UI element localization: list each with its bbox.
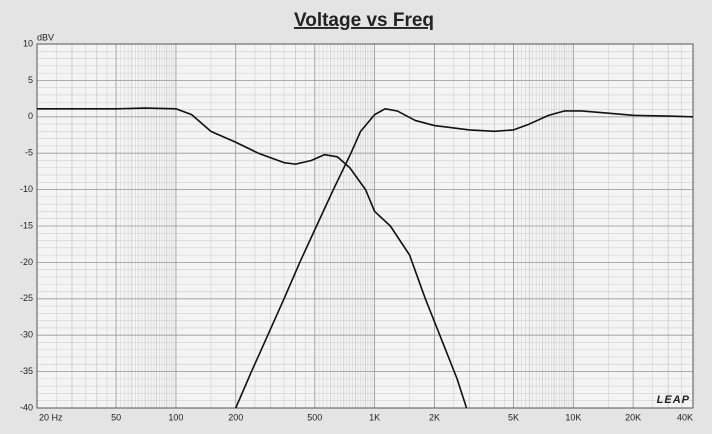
y-tick-label: -30: [20, 330, 33, 340]
y-tick-label: -10: [20, 184, 33, 194]
y-tick-label: -25: [20, 293, 33, 303]
y-tick-label: -20: [20, 257, 33, 267]
y-tick-label: -35: [20, 366, 33, 376]
x-tick-label: 40K: [677, 412, 693, 422]
line: [234, 107, 694, 409]
x-tick-label: 50: [111, 412, 121, 422]
y-axis-label: dBV: [37, 32, 54, 42]
x-tick-label: 10K: [565, 412, 581, 422]
logo: LEAP: [657, 394, 690, 406]
y-tick-label: -15: [20, 220, 33, 230]
x-tick-label: 20K: [625, 412, 641, 422]
y-tick-label: -40: [20, 402, 33, 412]
x-tick-label: 2K: [429, 412, 440, 422]
plot-border: [36, 43, 694, 409]
x-tick-label: 20 Hz: [39, 412, 63, 422]
y-tick-label: 0: [28, 111, 33, 121]
y-tick-label: 10: [23, 38, 33, 48]
line: [37, 107, 468, 409]
x-tick-label: 500: [307, 412, 322, 422]
x-tick-label: 5K: [508, 412, 519, 422]
x-tick-label: 200: [228, 412, 243, 422]
chart-title: Voltage vs Freq: [294, 10, 434, 31]
x-tick-label: 100: [168, 412, 183, 422]
x-tick-label: 1K: [369, 412, 380, 422]
y-tick-label: 5: [28, 75, 33, 85]
y-tick-label: -5: [25, 148, 33, 158]
